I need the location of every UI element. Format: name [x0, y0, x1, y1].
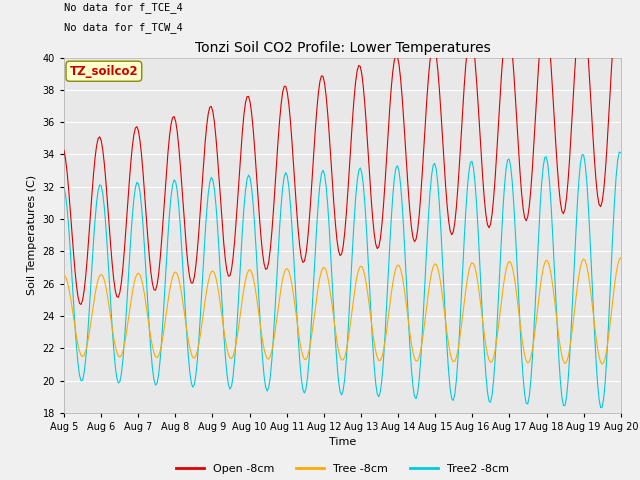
Title: Tonzi Soil CO2 Profile: Lower Temperatures: Tonzi Soil CO2 Profile: Lower Temperatur…: [195, 41, 490, 55]
Text: No data for f_TCE_4: No data for f_TCE_4: [64, 2, 183, 13]
Text: TZ_soilco2: TZ_soilco2: [70, 65, 138, 78]
X-axis label: Time: Time: [329, 437, 356, 447]
Text: No data for f_TCW_4: No data for f_TCW_4: [64, 22, 183, 33]
Y-axis label: Soil Temperatures (C): Soil Temperatures (C): [27, 175, 37, 295]
Legend: Open -8cm, Tree -8cm, Tree2 -8cm: Open -8cm, Tree -8cm, Tree2 -8cm: [172, 459, 513, 478]
